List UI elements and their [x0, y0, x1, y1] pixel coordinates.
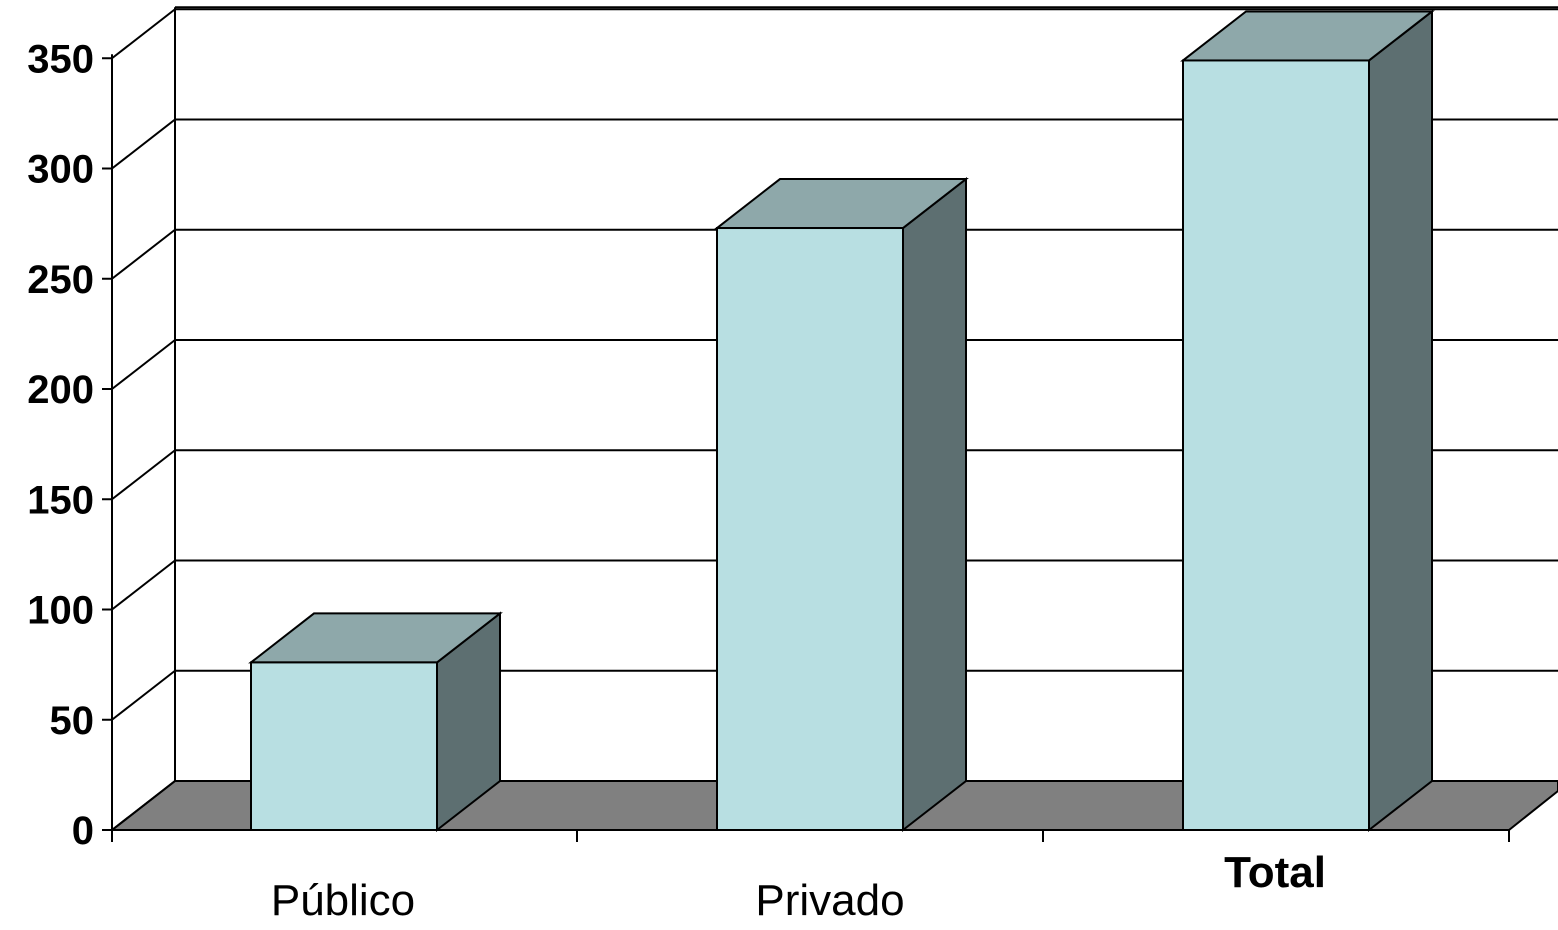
x-tick-label: Total [1224, 848, 1326, 897]
side-wall-line [111, 8, 176, 60]
bar-front-face [250, 661, 438, 831]
x-tick-label: Público [271, 876, 415, 925]
bar-front-face [1182, 59, 1370, 831]
y-tick-label: 0 [72, 809, 94, 853]
y-tick-label: 250 [27, 258, 94, 302]
y-tick-label: 50 [50, 699, 95, 743]
bar-side-face [1368, 9, 1433, 833]
side-wall-line [111, 669, 176, 721]
bars [248, 9, 1435, 833]
bar-side-face [902, 176, 967, 833]
side-wall-line [111, 559, 176, 611]
side-wall-line [111, 118, 176, 170]
side-wall-line [111, 228, 176, 280]
tick-labels: 0 50 100 150 200 250 300 350 Público Privado Total [27, 37, 1326, 925]
bar-público [248, 611, 503, 833]
y-tick-label: 200 [27, 368, 94, 412]
y-tick-label: 300 [27, 148, 94, 192]
side-wall-line [111, 780, 176, 831]
y-tick-label: 350 [27, 37, 94, 81]
bar-front-face [716, 227, 904, 832]
chart-back-wall [174, 6, 1558, 781]
side-wall-line [111, 339, 176, 390]
y-tick-label: 150 [27, 478, 94, 522]
x-tick-label: Privado [755, 876, 904, 925]
bar-privado [714, 176, 969, 833]
bar-total [1180, 9, 1435, 833]
side-wall-line [111, 449, 176, 501]
y-tick-label: 100 [27, 589, 94, 633]
